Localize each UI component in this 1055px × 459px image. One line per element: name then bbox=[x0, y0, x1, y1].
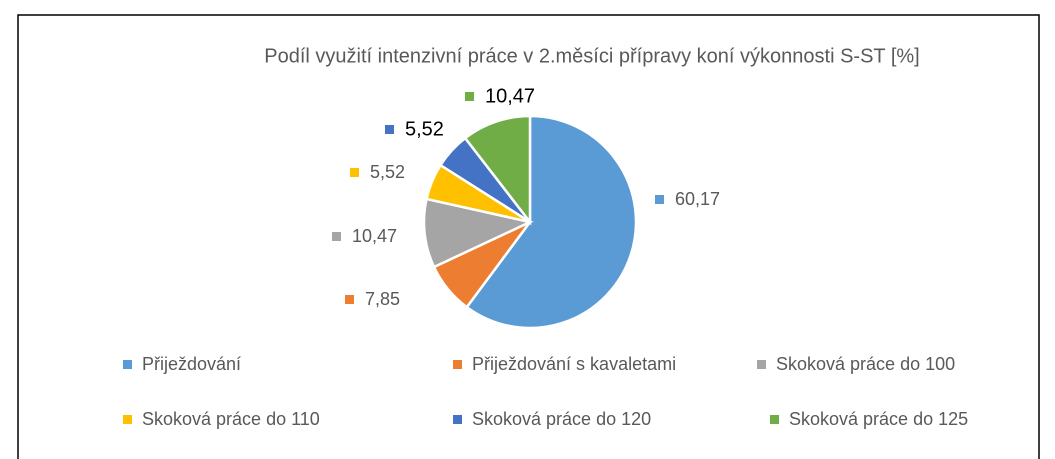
data-label: 5,52 bbox=[370, 162, 405, 182]
legend-label: Skoková práce do 100 bbox=[776, 354, 955, 374]
data-label-marker bbox=[465, 92, 474, 101]
chart-title: Podíl využití intenzivní práce v 2.měsíc… bbox=[264, 45, 919, 67]
pie-slice bbox=[463, 114, 532, 226]
data-label-marker bbox=[655, 195, 664, 204]
legend-label: Přiježdování bbox=[142, 354, 241, 374]
data-label: 10,47 bbox=[352, 226, 397, 246]
legend-label: Skoková práce do 120 bbox=[472, 409, 651, 429]
pie-slice bbox=[422, 197, 534, 269]
legend-label: Skoková práce do 125 bbox=[789, 409, 968, 429]
data-label-marker bbox=[385, 125, 394, 134]
legend-marker bbox=[770, 415, 779, 424]
data-label-marker bbox=[345, 295, 354, 304]
data-label: 7,85 bbox=[365, 289, 400, 309]
legend-marker bbox=[453, 360, 462, 369]
data-label-marker bbox=[350, 168, 359, 177]
data-label: 10,47 bbox=[485, 85, 535, 107]
data-label-marker bbox=[332, 232, 341, 241]
legend-label: Skoková práce do 110 bbox=[142, 409, 320, 429]
legend-marker bbox=[757, 360, 766, 369]
pie-slice bbox=[465, 114, 638, 330]
legend-marker bbox=[123, 415, 132, 424]
data-label: 5,52 bbox=[405, 118, 444, 140]
legend-label: Přiježdování s kavaletami bbox=[472, 354, 676, 374]
data-label: 60,17 bbox=[675, 189, 720, 209]
legend-marker bbox=[453, 415, 462, 424]
legend-marker bbox=[123, 360, 132, 369]
